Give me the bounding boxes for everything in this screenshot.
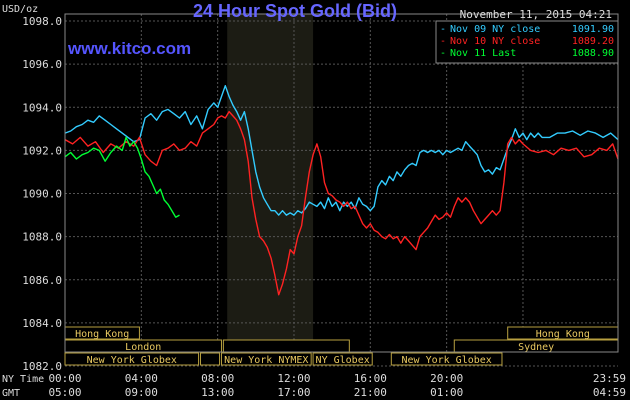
chart-date: November 11, 2015 04:21 — [460, 8, 612, 21]
legend: - Nov 09 NY close 1091.90- Nov 10 NY close 1… — [435, 20, 619, 64]
legend-entry: Nov 09 NY close — [450, 24, 540, 35]
legend-value: 1091.90 — [572, 24, 614, 35]
series-line — [64, 110, 619, 296]
x-axis-row-label: NY Time — [2, 374, 44, 385]
session-label: NY Globex — [316, 355, 370, 366]
x-tick-labels: NY Time 00:00 04:00 08:00 12:00 16:00 20:00 23:… — [2, 372, 626, 399]
market-sessions: Hong Kong Hong Kong London Sydney New York G… — [64, 326, 619, 366]
x-tick-label: 04:00 — [125, 372, 158, 385]
y-tick-label: 1092.0 — [22, 144, 62, 157]
session-bar — [390, 352, 503, 366]
watermark: www.kitco.com — [67, 39, 191, 58]
nymex-session-shade — [227, 14, 314, 352]
y-tick-label: 1096.0 — [22, 58, 62, 71]
session-bar — [199, 352, 221, 366]
x-tick-label: 21:00 — [354, 386, 387, 399]
y-axis-unit: USD/oz — [2, 4, 38, 15]
plot-frame — [64, 13, 619, 353]
y-tick-labels: 1082.0 1084.0 1086.0 1088.0 1090.0 1092.0 1094… — [22, 15, 62, 373]
session-bar — [312, 352, 373, 366]
x-tick-label: 08:00 — [201, 372, 234, 385]
x-tick-label: 04:59 — [593, 386, 626, 399]
session-label: London — [125, 342, 161, 353]
legend-box — [435, 20, 619, 64]
session-label: New York Globex — [87, 355, 177, 366]
y-tick-label: 1098.0 — [22, 15, 62, 28]
series-line — [64, 136, 180, 218]
x-tick-label: 20:00 — [430, 372, 463, 385]
x-tick-label: 16:00 — [354, 372, 387, 385]
session-label: New York NYMEX — [224, 355, 308, 366]
series-line — [64, 85, 619, 216]
y-tick-label: 1086.0 — [22, 274, 62, 287]
x-tick-label: 17:00 — [277, 386, 310, 399]
x-tick-label: 09:00 — [125, 386, 158, 399]
session-bar — [64, 352, 200, 366]
legend-entry: Nov 10 NY close — [450, 36, 540, 47]
legend-dash: - — [440, 36, 446, 47]
session-label: Sydney — [518, 342, 554, 353]
y-tick-label: 1090.0 — [22, 188, 62, 201]
session-label: Hong Kong — [75, 329, 129, 340]
legend-dash: - — [440, 24, 446, 35]
session-bar — [220, 352, 312, 366]
session-label: Hong Kong — [536, 329, 590, 340]
legend-value: 1088.90 — [572, 48, 614, 59]
session-label: New York Globex — [401, 355, 491, 366]
series-lines — [64, 85, 619, 296]
x-axis-row-label: GMT — [2, 388, 20, 399]
chart-title: 24 Hour Spot Gold (Bid) — [193, 1, 397, 21]
x-tick-label: 00:00 — [48, 372, 81, 385]
x-tick-label: 23:59 — [593, 372, 626, 385]
y-tick-label: 1082.0 — [22, 360, 62, 373]
legend-dash: - — [440, 48, 446, 59]
y-tick-label: 1088.0 — [22, 231, 62, 244]
y-tick-label: 1094.0 — [22, 101, 62, 114]
x-tick-label: 12:00 — [277, 372, 310, 385]
x-tick-label: 05:00 — [48, 386, 81, 399]
y-tick-label: 1084.0 — [22, 317, 62, 330]
legend-value: 1089.20 — [572, 36, 614, 47]
x-tick-label: 13:00 — [201, 386, 234, 399]
session-bar — [222, 339, 350, 353]
legend-entry: Nov 11 Last — [450, 48, 516, 59]
x-tick-label: 01:00 — [430, 386, 463, 399]
